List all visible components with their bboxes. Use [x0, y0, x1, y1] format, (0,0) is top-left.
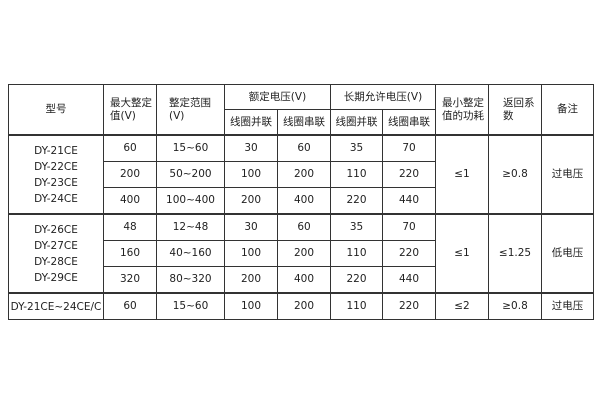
- header-long-series: 线圈串联: [382, 109, 436, 136]
- header-rated-series: 线圈串联: [277, 109, 331, 136]
- rated-parallel-cell: 30: [224, 213, 278, 241]
- long-parallel-cell: 110: [330, 292, 383, 320]
- model-name: DY-21CE~24CE/C: [10, 300, 102, 313]
- range-cell: 50~200: [156, 161, 225, 188]
- remark-cell: 过电压: [541, 292, 594, 320]
- header-long-parallel: 线圈并联: [330, 109, 383, 136]
- long-series-cell: 440: [382, 266, 436, 294]
- model-name: DY-28CE: [34, 255, 78, 268]
- long-parallel-cell: 35: [330, 134, 383, 162]
- max-value-cell: 60: [103, 292, 157, 320]
- long-series-cell: 70: [382, 213, 436, 241]
- return-cell: ≥0.8: [488, 134, 542, 215]
- power-cell: ≤1: [435, 134, 489, 215]
- long-series-cell: 220: [382, 240, 436, 267]
- header-range: 整定范围(V): [156, 84, 225, 136]
- return-cell: ≤1.25: [488, 213, 542, 294]
- model-cell: DY-26CE DY-27CE DY-28CE DY-29CE: [8, 213, 104, 294]
- long-parallel-cell: 35: [330, 213, 383, 241]
- rated-parallel-cell: 100: [224, 161, 278, 188]
- header-rated-parallel: 线圈并联: [224, 109, 278, 136]
- long-parallel-cell: 220: [330, 266, 383, 294]
- rated-parallel-cell: 100: [224, 292, 278, 320]
- table-row: 200 50~200 100 200 110 220: [9, 161, 594, 188]
- max-value-cell: 400: [103, 187, 157, 215]
- rated-series-cell: 200: [277, 292, 331, 320]
- model-name: DY-24CE: [34, 192, 78, 205]
- table-row: DY-26CE DY-27CE DY-28CE DY-29CE 48 12~48 30 60 3…: [8, 213, 594, 294]
- max-value-cell: 160: [103, 240, 157, 267]
- rated-series-cell: 200: [277, 240, 331, 267]
- power-cell: ≤2: [435, 292, 489, 320]
- remark-cell: 低电压: [541, 213, 594, 294]
- rated-parallel-cell: 30: [224, 134, 278, 162]
- model-name: DY-27CE: [34, 239, 78, 252]
- range-cell: 100~400: [156, 187, 225, 215]
- max-value-cell: 48: [103, 213, 157, 241]
- header-long-term: 长期允许电压(V): [330, 84, 436, 110]
- model-cell: DY-21CE~24CE/C: [8, 292, 104, 320]
- range-cell: 40~160: [156, 240, 225, 267]
- header-return: 返回系数: [488, 84, 542, 136]
- max-value-cell: 320: [103, 266, 157, 294]
- model-name: DY-26CE: [34, 223, 78, 236]
- spec-table: 型号 最大整定值(V) 整定范围(V) 额定电压(V) 长期允许电压(V) 最小…: [8, 84, 594, 320]
- rated-parallel-cell: 200: [224, 266, 278, 294]
- long-series-cell: 220: [382, 292, 436, 320]
- header-max-value: 最大整定值(V): [103, 84, 157, 136]
- rated-series-cell: 60: [277, 213, 331, 241]
- long-parallel-cell: 110: [330, 240, 383, 267]
- table-row: 160 40~160 100 200 110 220: [9, 240, 594, 267]
- header-rated: 额定电压(V): [224, 84, 331, 110]
- header-model: 型号: [8, 84, 104, 136]
- rated-parallel-cell: 100: [224, 240, 278, 267]
- rated-series-cell: 400: [277, 266, 331, 294]
- table-row: 400 100~400 200 400 220 440: [9, 187, 594, 215]
- range-cell: 15~60: [156, 134, 225, 162]
- long-series-cell: 220: [382, 161, 436, 188]
- model-name: DY-21CE: [34, 144, 78, 157]
- model-name: DY-22CE: [34, 160, 78, 173]
- long-series-cell: 70: [382, 134, 436, 162]
- power-cell: ≤1: [435, 213, 489, 294]
- model-name: DY-29CE: [34, 271, 78, 284]
- header-power: 最小整定值的功耗: [435, 84, 489, 136]
- model-name: DY-23CE: [34, 176, 78, 189]
- table-row: DY-21CE~24CE/C 60 15~60 100 200 110 220 ≤2 ≥0.8 过…: [8, 292, 594, 320]
- long-parallel-cell: 110: [330, 161, 383, 188]
- model-cell: DY-21CE DY-22CE DY-23CE DY-24CE: [8, 134, 104, 215]
- rated-series-cell: 200: [277, 161, 331, 188]
- rated-series-cell: 60: [277, 134, 331, 162]
- max-value-cell: 60: [103, 134, 157, 162]
- long-series-cell: 440: [382, 187, 436, 215]
- remark-cell: 过电压: [541, 134, 594, 215]
- rated-parallel-cell: 200: [224, 187, 278, 215]
- return-cell: ≥0.8: [488, 292, 542, 320]
- header-remark: 备注: [541, 84, 594, 136]
- max-value-cell: 200: [103, 161, 157, 188]
- range-cell: 12~48: [156, 213, 225, 241]
- range-cell: 80~320: [156, 266, 225, 294]
- table-row: DY-21CE DY-22CE DY-23CE DY-24CE 60 15~60 30 60 3…: [8, 134, 594, 215]
- range-cell: 15~60: [156, 292, 225, 320]
- table-row: 320 80~320 200 400 220 440: [9, 266, 594, 294]
- long-parallel-cell: 220: [330, 187, 383, 215]
- rated-series-cell: 400: [277, 187, 331, 215]
